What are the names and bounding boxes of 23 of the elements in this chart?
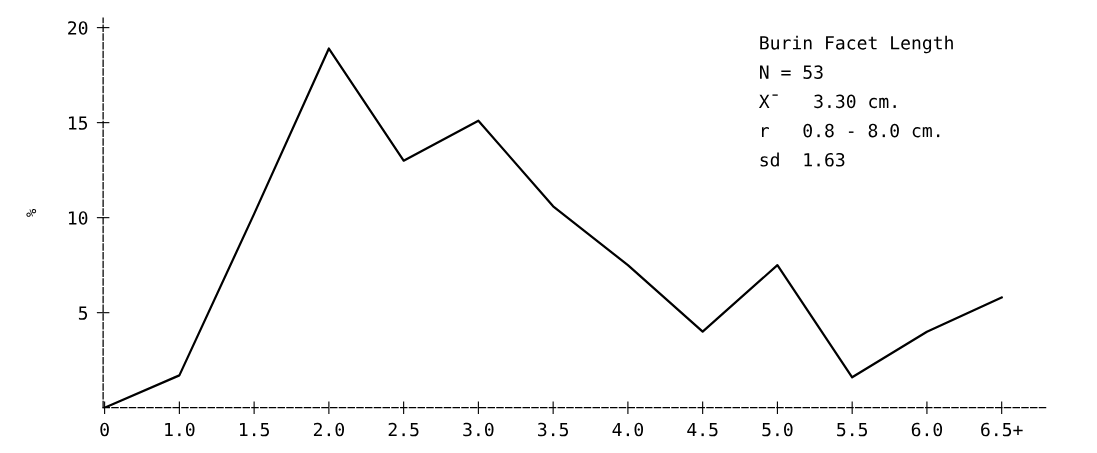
x-tick-label: 2.5 <box>388 422 419 437</box>
y-axis-title: % <box>26 208 37 217</box>
y-tick-label: 20 <box>68 21 88 35</box>
annotation: X̄ 3.30 cm. <box>758 94 896 109</box>
y-tick-label: 10 <box>68 211 88 225</box>
x-tick-label: 5.0 <box>762 422 793 437</box>
x-tick-label: 1.0 <box>165 422 195 437</box>
x-tick-label: 6.0 <box>911 422 943 437</box>
x-tick-label: 6.5+ <box>981 422 1023 437</box>
annotation: Burin Facet Length <box>760 35 953 54</box>
y-tick-label: 15 <box>68 116 88 130</box>
x-tick-label: 4.0 <box>612 422 644 437</box>
x-tick-label: 0 <box>100 422 109 437</box>
annotation: N = 53 <box>760 65 823 79</box>
x-tick-label: 4.5 <box>687 422 718 437</box>
x-tick-label: 3.5 <box>538 422 569 437</box>
annotation: sd 1.63 <box>760 152 845 167</box>
y-tick-label: 5 <box>78 306 88 320</box>
annotation: r 0.8 - 8.0 cm. <box>761 123 940 138</box>
x-tick-label: 2.0 <box>313 422 345 437</box>
x-tick-label: 3.0 <box>463 422 494 437</box>
x-tick-label: 1.5 <box>239 422 269 437</box>
x-tick-label: 5.5 <box>837 422 868 437</box>
